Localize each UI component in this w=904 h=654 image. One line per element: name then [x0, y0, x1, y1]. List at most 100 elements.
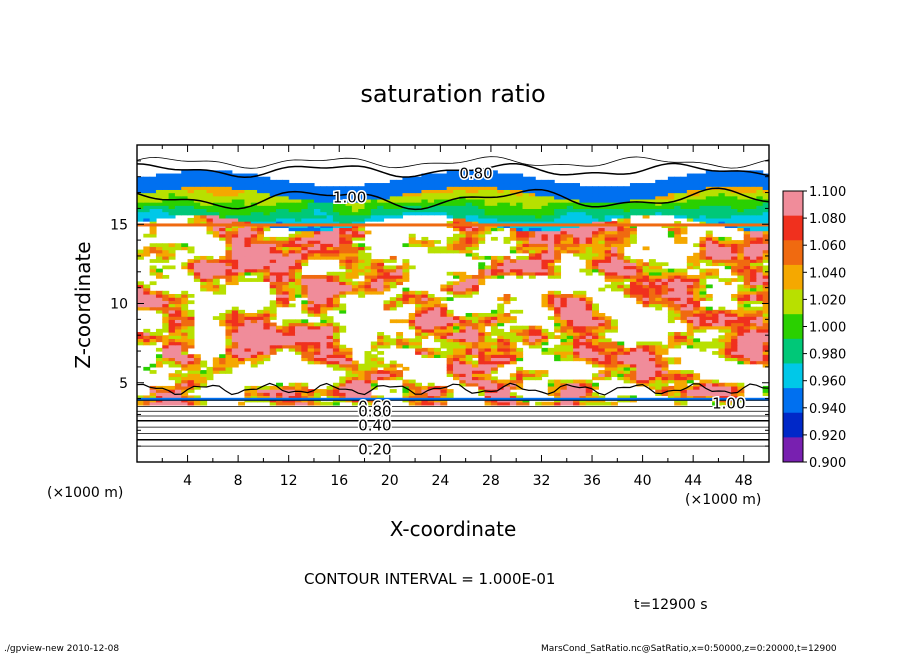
field-cell — [490, 341, 498, 346]
field-cell — [364, 246, 372, 251]
field-cell — [465, 278, 473, 282]
field-cell — [219, 186, 227, 190]
field-cell — [351, 366, 359, 371]
field-cell — [238, 265, 246, 270]
field-cell — [358, 205, 366, 209]
field-cell — [364, 198, 372, 203]
field-cell — [623, 354, 631, 358]
field-cell — [497, 208, 505, 213]
field-cell — [503, 392, 511, 397]
field-cell — [592, 344, 599, 349]
field-cell — [326, 198, 334, 203]
field-cell — [522, 227, 530, 232]
field-cell — [509, 233, 517, 238]
field-cell — [490, 370, 498, 374]
field-cell — [364, 262, 372, 267]
field-cell — [680, 338, 688, 343]
field-cell — [743, 278, 751, 282]
field-cell — [724, 341, 732, 346]
field-cell — [313, 401, 321, 406]
field-cell — [579, 211, 587, 216]
field-cell — [471, 183, 479, 187]
field-cell — [326, 214, 334, 219]
field-cell — [269, 313, 277, 317]
field-cell — [181, 319, 189, 324]
colorbar-swatch — [783, 363, 803, 389]
field-cell — [345, 202, 353, 206]
field-cell — [396, 211, 404, 216]
field-cell — [440, 297, 448, 301]
field-cell — [718, 385, 726, 390]
field-cell — [313, 389, 321, 393]
field-cell — [415, 243, 422, 248]
field-cell — [592, 249, 599, 254]
field-cell — [743, 335, 751, 339]
field-cell — [743, 176, 751, 181]
field-cell — [301, 262, 309, 267]
field-cell — [155, 354, 163, 358]
field-cell — [143, 332, 151, 336]
field-cell — [225, 230, 233, 235]
field-cell — [446, 363, 454, 368]
field-cell — [642, 297, 650, 301]
field-cell — [250, 173, 258, 178]
field-cell — [162, 249, 170, 254]
field-cell — [629, 287, 637, 292]
field-cell — [465, 217, 473, 222]
field-cell — [560, 230, 568, 235]
field-cell — [750, 255, 757, 260]
field-cell — [288, 255, 296, 260]
field-cell — [421, 202, 429, 206]
field-cell — [446, 360, 454, 365]
field-cell — [244, 214, 252, 219]
field-cell — [503, 255, 511, 260]
field-cell — [554, 344, 562, 349]
field-cell — [174, 313, 182, 317]
field-cell — [250, 313, 258, 317]
field-cell — [655, 290, 663, 295]
field-cell — [446, 357, 454, 362]
field-cell — [680, 183, 688, 187]
field-cell — [269, 268, 277, 273]
field-cell — [212, 366, 220, 371]
field-cell — [604, 208, 612, 213]
field-cell — [699, 236, 707, 241]
field-cell — [415, 385, 422, 390]
field-cell — [250, 243, 258, 248]
field-cell — [648, 268, 656, 273]
field-cell — [655, 300, 663, 305]
field-cell — [648, 373, 656, 378]
field-cell — [282, 211, 290, 216]
field-cell — [497, 328, 505, 333]
field-cell — [743, 303, 751, 308]
field-cell — [667, 202, 675, 206]
field-cell — [680, 271, 688, 276]
field-cell — [238, 341, 246, 346]
field-cell — [699, 268, 707, 273]
field-cell — [667, 268, 675, 273]
field-cell — [731, 354, 738, 358]
field-cell — [269, 281, 277, 286]
field-cell — [389, 284, 397, 289]
field-cell — [731, 313, 738, 317]
field-cell — [471, 322, 479, 327]
field-cell — [396, 281, 404, 286]
field-cell — [699, 274, 707, 279]
field-cell — [465, 249, 473, 254]
field-cell — [453, 214, 460, 219]
field-cell — [143, 233, 151, 238]
field-cell — [345, 363, 353, 368]
field-cell — [617, 376, 625, 381]
field-cell — [288, 202, 296, 206]
field-cell — [364, 265, 372, 270]
field-cell — [516, 325, 524, 330]
field-cell — [478, 208, 486, 213]
field-cell — [497, 214, 505, 219]
field-cell — [743, 240, 751, 244]
field-cell — [636, 183, 644, 187]
field-cell — [699, 211, 707, 216]
field-cell — [276, 268, 283, 273]
field-cell — [699, 195, 707, 200]
field-cell — [661, 287, 669, 292]
field-cell — [155, 252, 163, 257]
